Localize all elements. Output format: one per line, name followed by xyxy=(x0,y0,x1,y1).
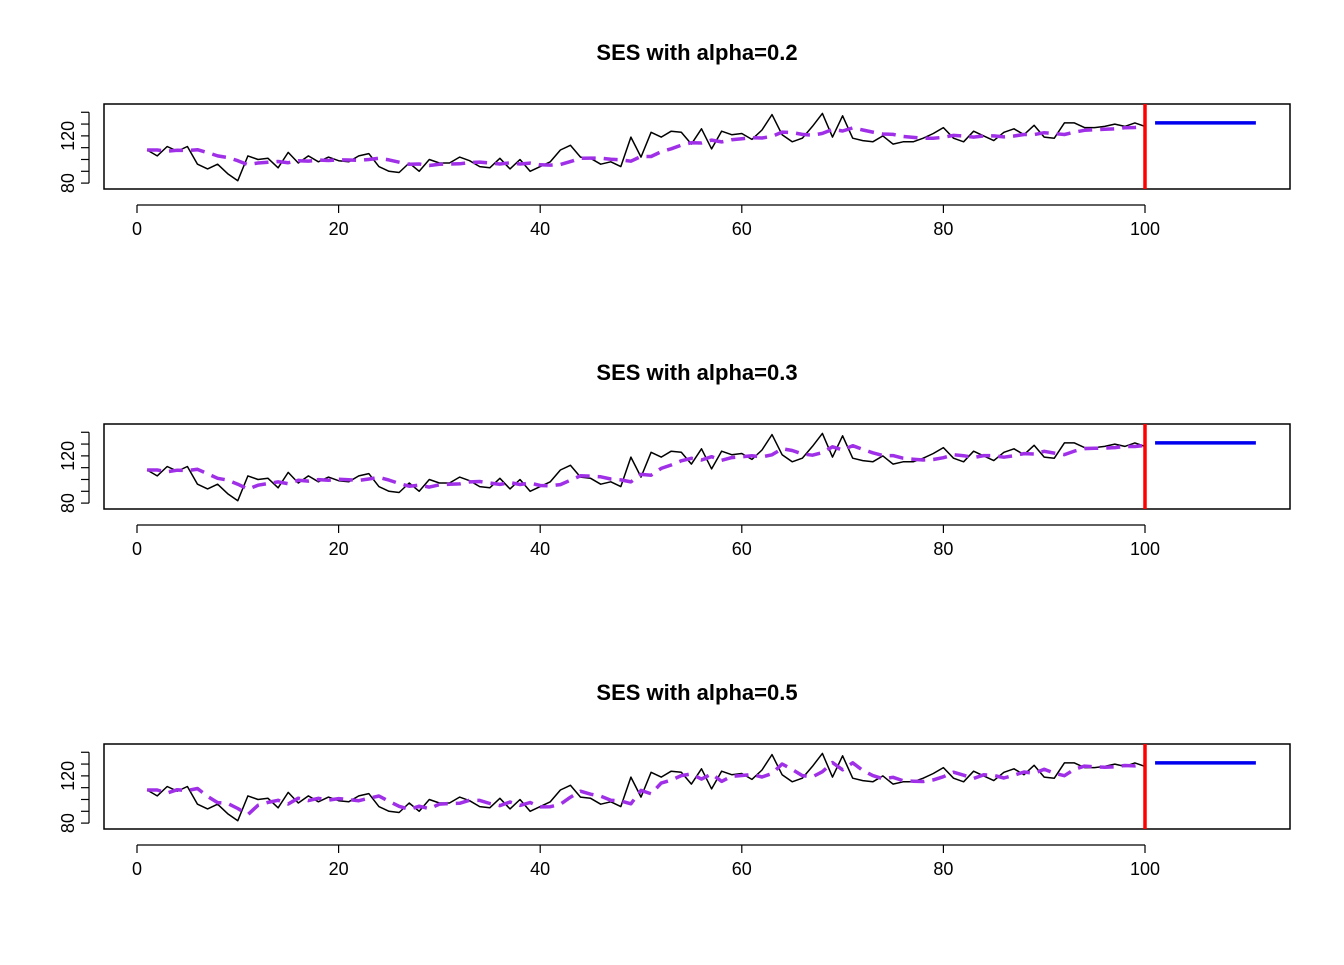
x-tick-label: 20 xyxy=(329,859,349,879)
y-tick-label: 80 xyxy=(58,493,78,513)
y-tick-label: 80 xyxy=(58,173,78,193)
x-tick-label: 0 xyxy=(132,539,142,559)
x-tick-label: 20 xyxy=(329,219,349,239)
plot-frame xyxy=(103,423,1291,510)
fitted-series-line xyxy=(147,124,1146,168)
chart-panel: SES with alpha=0.3 0 20 40 60 80 100 80 120 xyxy=(58,360,1291,559)
y-tick-label: 120 xyxy=(58,441,78,471)
fitted-series-line xyxy=(147,760,1146,817)
x-tick-label: 60 xyxy=(732,539,752,559)
x-tick-label: 80 xyxy=(933,539,953,559)
y-tick-label: 120 xyxy=(58,121,78,151)
x-tick-label: 40 xyxy=(530,539,550,559)
x-tick-label: 60 xyxy=(732,219,752,239)
x-tick-label: 0 xyxy=(132,219,142,239)
chart-title: SES with alpha=0.2 xyxy=(596,40,797,65)
observed-series-line xyxy=(146,112,1146,182)
x-tick-label: 40 xyxy=(530,859,550,879)
x-tick-label: 60 xyxy=(732,859,752,879)
plot-frame xyxy=(103,103,1291,190)
chart-panel: SES with alpha=0.5 0 20 40 60 80 100 80 120 xyxy=(58,680,1291,879)
x-tick-label: 20 xyxy=(329,539,349,559)
x-tick-label: 0 xyxy=(132,859,142,879)
x-tick-label: 100 xyxy=(1130,859,1160,879)
x-tick-label: 100 xyxy=(1130,219,1160,239)
x-tick-label: 80 xyxy=(933,219,953,239)
chart-panel: SES with alpha=0.2 0 20 40 60 80 100 80 120 xyxy=(58,40,1291,239)
chart-title: SES with alpha=0.3 xyxy=(596,360,797,385)
x-tick-label: 80 xyxy=(933,859,953,879)
chart-title: SES with alpha=0.5 xyxy=(596,680,797,705)
plot-frame xyxy=(103,743,1291,830)
y-tick-label: 80 xyxy=(58,813,78,833)
x-tick-label: 40 xyxy=(530,219,550,239)
fitted-series-line xyxy=(147,443,1146,491)
y-tick-label: 120 xyxy=(58,761,78,791)
observed-series-line xyxy=(146,752,1146,822)
observed-series-line xyxy=(146,432,1146,502)
x-tick-label: 100 xyxy=(1130,539,1160,559)
